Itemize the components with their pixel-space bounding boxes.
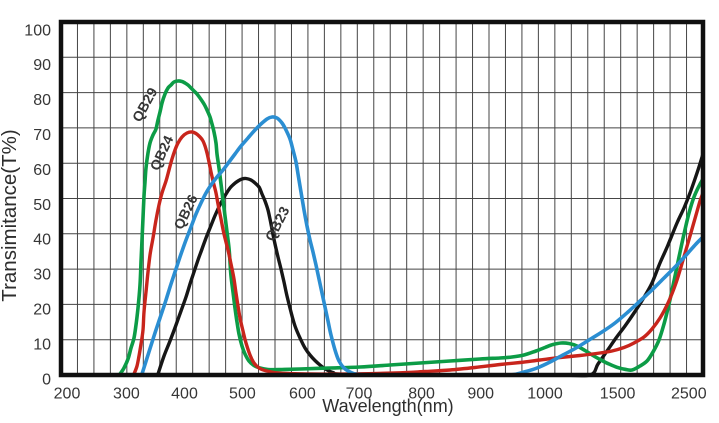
svg-text:1500: 1500 xyxy=(600,386,636,403)
svg-text:Wavelength(nm): Wavelength(nm) xyxy=(322,396,453,416)
svg-text:60: 60 xyxy=(33,162,51,179)
svg-text:0: 0 xyxy=(42,371,51,388)
svg-text:200: 200 xyxy=(54,386,81,403)
svg-text:70: 70 xyxy=(33,127,51,144)
svg-text:600: 600 xyxy=(289,386,316,403)
svg-text:Transimitance(T%): Transimitance(T%) xyxy=(0,129,21,301)
svg-text:1000: 1000 xyxy=(527,386,563,403)
svg-text:40: 40 xyxy=(33,232,51,249)
svg-text:400: 400 xyxy=(171,386,198,403)
svg-text:20: 20 xyxy=(33,302,51,319)
svg-text:900: 900 xyxy=(467,386,494,403)
svg-text:100: 100 xyxy=(24,22,51,39)
svg-text:80: 80 xyxy=(33,92,51,109)
svg-text:90: 90 xyxy=(33,57,51,74)
svg-text:500: 500 xyxy=(229,386,256,403)
svg-text:300: 300 xyxy=(113,386,140,403)
svg-text:30: 30 xyxy=(33,267,51,284)
svg-text:800: 800 xyxy=(408,386,435,403)
svg-text:50: 50 xyxy=(33,197,51,214)
svg-text:10: 10 xyxy=(33,336,51,353)
svg-text:700: 700 xyxy=(346,386,373,403)
svg-text:2500: 2500 xyxy=(671,386,707,403)
